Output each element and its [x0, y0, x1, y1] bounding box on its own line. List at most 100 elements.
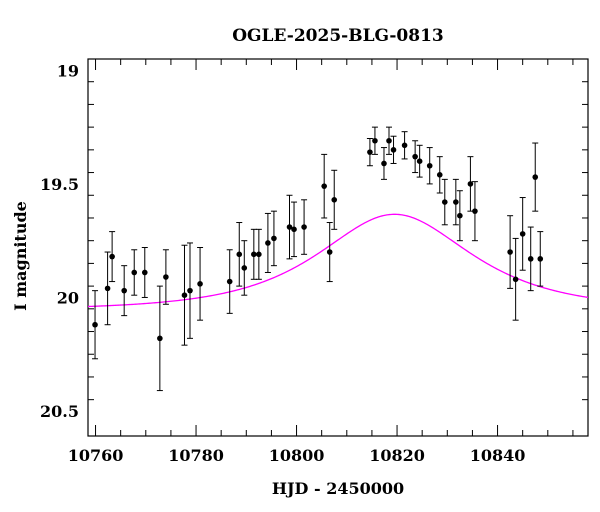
point-marker	[226, 278, 233, 285]
point-marker	[532, 174, 539, 180]
x-tick-label: 10800	[269, 446, 325, 465]
point-marker	[131, 269, 138, 276]
point-marker	[286, 224, 293, 230]
data-point	[121, 265, 128, 317]
point-marker	[472, 208, 478, 214]
point-marker	[256, 251, 262, 258]
point-marker	[92, 321, 98, 328]
point-marker	[301, 224, 307, 230]
data-point	[426, 147, 433, 185]
point-marker	[121, 287, 127, 294]
point-marker	[321, 183, 327, 189]
model-curve-layer	[87, 213, 589, 308]
point-marker	[163, 274, 169, 280]
point-marker	[271, 235, 277, 242]
data-point	[441, 178, 448, 226]
point-marker	[241, 265, 248, 271]
point-marker	[367, 149, 373, 155]
x-tick-label: 10780	[168, 446, 224, 465]
data-point	[250, 228, 257, 280]
point-marker	[181, 292, 188, 298]
point-marker	[197, 281, 203, 287]
point-marker	[109, 253, 115, 260]
data-point	[371, 126, 378, 155]
data-point	[270, 210, 277, 267]
data-point	[181, 244, 188, 346]
data-point	[386, 126, 393, 155]
data-point	[390, 135, 397, 164]
y-tick-label: 19	[57, 61, 79, 80]
data-point	[519, 197, 526, 271]
x-tick-label: 10840	[470, 446, 526, 465]
chart-title: OGLE-2025-BLG-0813	[232, 26, 444, 46]
model-curve	[87, 213, 589, 308]
point-marker	[141, 269, 148, 276]
point-marker	[507, 249, 513, 255]
data-point	[141, 247, 148, 298]
data-point	[416, 144, 423, 178]
point-marker	[236, 251, 243, 258]
point-marker	[104, 285, 111, 292]
point-marker	[441, 199, 448, 205]
plot-frame	[87, 58, 589, 437]
data-points-layer	[92, 126, 544, 392]
data-point	[471, 181, 478, 242]
data-point	[187, 242, 194, 339]
data-point	[162, 249, 169, 305]
point-marker	[372, 137, 378, 144]
point-marker	[251, 251, 257, 258]
data-point	[456, 190, 463, 242]
y-axis-label: I magnitude	[11, 201, 30, 311]
data-point	[527, 226, 534, 292]
data-point	[436, 156, 443, 194]
point-marker	[381, 160, 387, 167]
point-marker	[527, 256, 534, 262]
x-axis-tick-labels: 10760 10780 10800 10820 10840	[68, 446, 526, 465]
data-point	[291, 201, 298, 258]
data-point	[366, 137, 373, 167]
data-point	[401, 131, 408, 160]
data-point	[255, 228, 262, 280]
data-point	[301, 199, 308, 255]
data-point	[452, 178, 459, 226]
data-point	[512, 237, 519, 321]
plot-border	[87, 58, 589, 437]
point-marker	[412, 153, 418, 160]
data-point	[241, 240, 248, 296]
x-axis-ticks	[95, 59, 574, 436]
y-axis-ticks	[88, 58, 588, 401]
point-marker	[331, 197, 338, 203]
point-marker	[401, 142, 408, 149]
data-point	[92, 290, 99, 360]
x-tick-label: 10820	[369, 446, 425, 465]
data-point	[380, 147, 387, 180]
point-marker	[326, 249, 333, 255]
data-point	[321, 153, 328, 219]
data-point	[326, 222, 333, 283]
point-marker	[467, 181, 474, 187]
data-point	[236, 222, 243, 287]
point-marker	[453, 199, 459, 205]
data-point	[104, 251, 111, 326]
point-marker	[426, 162, 433, 169]
y-tick-label: 20.5	[40, 402, 79, 421]
data-point	[286, 194, 293, 260]
data-point	[109, 231, 116, 283]
data-point	[412, 140, 419, 174]
data-point	[264, 212, 271, 273]
y-tick-label: 20	[57, 288, 79, 307]
point-marker	[157, 335, 163, 342]
data-point	[537, 231, 544, 287]
data-point	[467, 156, 474, 212]
point-marker	[519, 231, 526, 237]
x-tick-label: 10760	[68, 446, 124, 465]
point-marker	[386, 137, 392, 144]
data-point	[507, 215, 514, 289]
point-marker	[537, 256, 544, 262]
y-tick-label: 19.5	[40, 175, 79, 194]
y-axis-tick-labels: 19 19.5 20 20.5	[40, 61, 79, 421]
data-point	[156, 285, 163, 392]
data-point	[331, 169, 338, 230]
point-marker	[265, 240, 271, 246]
